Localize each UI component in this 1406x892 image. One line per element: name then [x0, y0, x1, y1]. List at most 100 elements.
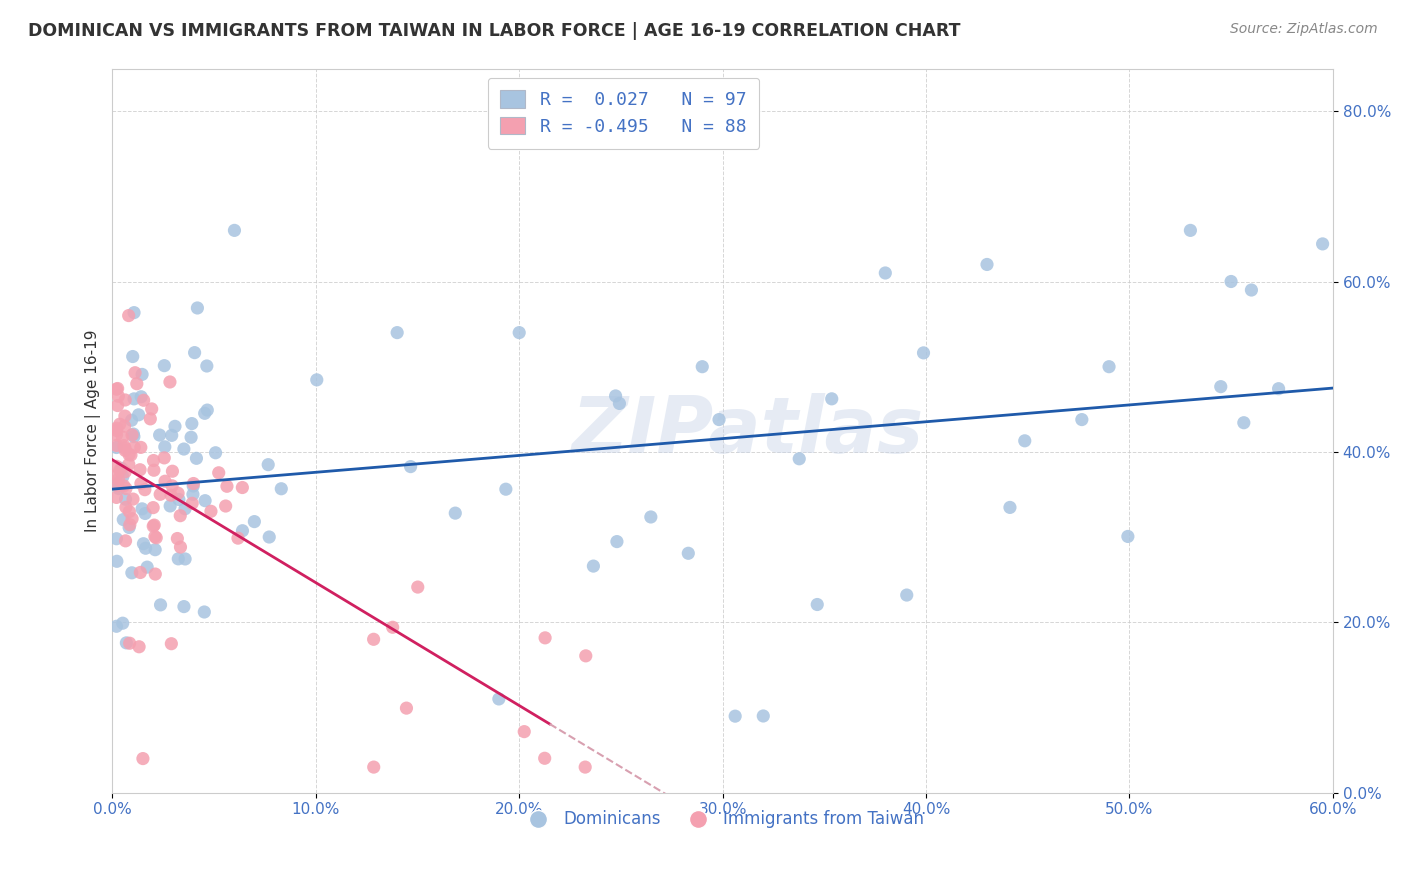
- Point: [582, 559, 605, 574]
- Point: [129, 476, 152, 491]
- Point: [122, 427, 145, 442]
- Point: [174, 501, 197, 516]
- Point: [707, 412, 730, 426]
- Point: [160, 488, 183, 502]
- Point: [118, 309, 141, 323]
- Point: [134, 483, 156, 497]
- Point: [112, 479, 135, 493]
- Point: [136, 560, 159, 574]
- Legend: Dominicans, Immigrants from Taiwan: Dominicans, Immigrants from Taiwan: [515, 804, 931, 835]
- Point: [105, 424, 128, 438]
- Point: [149, 598, 172, 612]
- Point: [488, 692, 510, 706]
- Point: [114, 533, 136, 548]
- Point: [166, 532, 188, 546]
- Point: [193, 605, 215, 619]
- Point: [533, 751, 555, 765]
- Point: [105, 438, 128, 452]
- Point: [105, 476, 128, 491]
- Point: [142, 519, 165, 533]
- Point: [160, 479, 183, 493]
- Point: [114, 492, 136, 507]
- Point: [173, 599, 195, 614]
- Point: [204, 446, 226, 460]
- Point: [105, 491, 128, 505]
- Point: [159, 375, 181, 389]
- Point: [105, 427, 128, 442]
- Point: [1070, 412, 1092, 426]
- Point: [105, 459, 128, 474]
- Point: [153, 474, 176, 488]
- Point: [145, 531, 167, 545]
- Point: [132, 751, 155, 765]
- Point: [118, 517, 141, 532]
- Point: [129, 441, 152, 455]
- Point: [129, 463, 152, 477]
- Point: [129, 390, 152, 404]
- Point: [108, 482, 131, 496]
- Point: [125, 376, 148, 391]
- Point: [114, 392, 136, 407]
- Point: [105, 441, 128, 455]
- Point: [169, 540, 191, 554]
- Point: [167, 492, 190, 507]
- Point: [183, 345, 205, 359]
- Point: [111, 430, 134, 444]
- Point: [153, 440, 176, 454]
- Point: [107, 382, 129, 396]
- Point: [1267, 382, 1289, 396]
- Point: [194, 406, 217, 420]
- Text: ZIPatlas: ZIPatlas: [571, 392, 924, 468]
- Point: [381, 620, 404, 634]
- Point: [385, 326, 408, 340]
- Point: [640, 510, 662, 524]
- Point: [1209, 379, 1232, 393]
- Point: [114, 465, 136, 479]
- Point: [998, 500, 1021, 515]
- Point: [186, 301, 208, 315]
- Point: [363, 760, 385, 774]
- Point: [107, 472, 129, 486]
- Point: [821, 392, 844, 406]
- Point: [160, 428, 183, 442]
- Point: [121, 512, 143, 526]
- Point: [122, 441, 145, 455]
- Point: [118, 636, 141, 650]
- Point: [142, 500, 165, 515]
- Point: [112, 439, 135, 453]
- Y-axis label: In Labor Force | Age 16-19: In Labor Force | Age 16-19: [86, 329, 101, 532]
- Point: [149, 487, 172, 501]
- Point: [122, 392, 145, 406]
- Point: [1240, 283, 1263, 297]
- Point: [752, 709, 775, 723]
- Point: [163, 419, 186, 434]
- Point: [224, 223, 246, 237]
- Point: [399, 459, 422, 474]
- Point: [208, 466, 231, 480]
- Point: [159, 499, 181, 513]
- Point: [215, 479, 238, 493]
- Point: [118, 448, 141, 462]
- Point: [111, 469, 134, 483]
- Point: [215, 499, 238, 513]
- Point: [606, 534, 628, 549]
- Point: [143, 567, 166, 582]
- Point: [139, 412, 162, 426]
- Point: [395, 701, 418, 715]
- Point: [226, 531, 249, 545]
- Text: Source: ZipAtlas.com: Source: ZipAtlas.com: [1230, 22, 1378, 37]
- Point: [105, 468, 128, 483]
- Point: [1014, 434, 1036, 448]
- Point: [114, 419, 136, 434]
- Point: [231, 481, 253, 495]
- Point: [678, 546, 700, 560]
- Point: [160, 637, 183, 651]
- Point: [406, 580, 429, 594]
- Point: [108, 417, 131, 432]
- Point: [231, 524, 253, 538]
- Point: [896, 588, 918, 602]
- Point: [132, 393, 155, 408]
- Point: [118, 458, 141, 472]
- Point: [1180, 223, 1202, 237]
- Point: [513, 724, 536, 739]
